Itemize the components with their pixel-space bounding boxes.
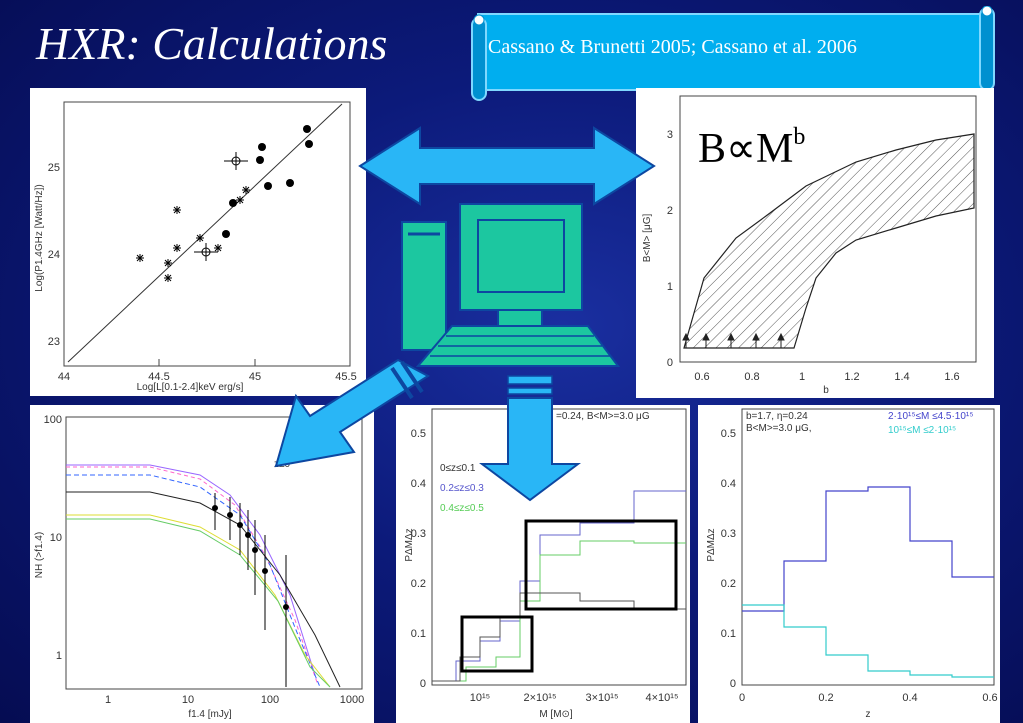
pm-ytick-1: 0.1 [411, 628, 426, 640]
bfield-xtick-4: 1.4 [894, 371, 909, 383]
bfield-lower-limit-arrows [682, 332, 785, 348]
bfield-xtick-0: 0.6 [694, 371, 709, 383]
counts-curve-pink [66, 466, 319, 686]
lx-p14-ytick-2: 25 [48, 162, 60, 174]
pz-header-2: B<M>=3.0 μG, [746, 423, 812, 434]
slide-title: HXR: Calculations [36, 18, 388, 69]
pz-xtick-1: 0.2 [818, 692, 833, 704]
lx-p14-star-points [136, 186, 250, 282]
lx-p14-xtick-3: 45.5 [335, 371, 356, 383]
lx-p14-correlation-plot: 44 44.5 45 45.5 23 24 25 Log[L[0.1-2.4]k… [30, 88, 366, 396]
pz-ylabel: PΔMΔz [706, 528, 717, 561]
pm-xlabel: M [M⊙] [539, 709, 573, 720]
counts-ytick-0: 1 [56, 650, 62, 662]
pm-ytick-2: 0.2 [411, 578, 426, 590]
lx-p14-xtick-0: 44 [58, 371, 70, 383]
counts-data-points [212, 493, 289, 687]
bfield-xtick-3: 1.2 [844, 371, 859, 383]
pz-xtick-3: 0.6 [982, 692, 997, 704]
citation-scroll-banner [471, 6, 995, 101]
citation-text: Cassano & Brunetti 2005; Cassano et al. … [488, 36, 857, 58]
lx-p14-xtick-1: 44.5 [148, 371, 169, 383]
pm-step-green [432, 540, 686, 682]
source-counts-plot: 1 10 100 1 10 100 1000 f1.4 [mJy] NH (>f… [30, 405, 374, 723]
pm-xtick-1: 2×10¹⁵ [524, 692, 557, 704]
pz-ytick-2: 0.2 [721, 578, 736, 590]
pm-ytick-5: 0.5 [411, 428, 426, 440]
counts-curve-yellow [66, 514, 331, 688]
pz-step-cyan [742, 604, 994, 678]
pm-step-black [432, 592, 686, 682]
counts-ylabel: NH (>f1.4) [34, 532, 45, 578]
pm-legend-1: 0.2≤z≤0.3 [440, 483, 484, 494]
pz-ytick-0: 0 [730, 678, 736, 690]
pm-xtick-3: 4×10¹⁵ [646, 692, 679, 704]
b-field-vs-b-plot: 0 1 2 3 0.6 0.8 1 1.2 1.4 1.6 b B<M> [μG… [636, 88, 994, 398]
pm-highlight-box-large [524, 519, 678, 611]
pm-header: =0.24, B<M>=3.0 μG [556, 411, 650, 422]
pz-ytick-5: 0.5 [721, 428, 736, 440]
bfield-ylabel: B<M> [μG] [642, 214, 653, 263]
bfield-ytick-0: 0 [667, 357, 673, 369]
double-arrow [358, 126, 656, 206]
counts-curve-blue-dashed [66, 474, 321, 688]
bfield-xlabel: b [823, 385, 829, 396]
counts-ytick-2: 100 [44, 414, 62, 426]
pm-legend-0: 0≤z≤0.1 [440, 463, 476, 474]
pz-xtick-2: 0.4 [902, 692, 917, 704]
lx-p14-open-points [194, 152, 248, 261]
lx-p14-ytick-0: 23 [48, 336, 60, 348]
pz-legend-1: 10¹⁵≤M ≤2·10¹⁵ [888, 425, 956, 436]
lx-p14-ytick-1: 24 [48, 249, 60, 261]
lx-p14-xtick-2: 45 [249, 371, 261, 383]
bfield-xtick-2: 1 [799, 371, 805, 383]
counts-ytick-1: 10 [50, 532, 62, 544]
counts-xtick-3: 1000 [340, 694, 364, 706]
bfield-xtick-5: 1.6 [944, 371, 959, 383]
pz-step-blue [742, 486, 994, 612]
pm-legend-2: 0.4≤z≤0.5 [440, 503, 484, 514]
lx-p14-ylabel: Log(P1.4GHz [Watt/Hz]) [34, 184, 45, 291]
pz-ytick-3: 0.3 [721, 528, 736, 540]
counts-xtick-2: 100 [261, 694, 279, 706]
bfield-ytick-1: 1 [667, 281, 673, 293]
probability-vs-redshift-plot: b=1.7, η=0.24 B<M>=3.0 μG, 2·10¹⁵≤M ≤4.5… [698, 405, 1000, 723]
pm-highlight-box-small [460, 615, 534, 673]
counts-xtick-1: 10 [182, 694, 194, 706]
pz-ytick-1: 0.1 [721, 628, 736, 640]
pz-xtick-0: 0 [739, 692, 745, 704]
pz-xlabel: z [866, 709, 871, 720]
pm-ytick-3: 0.3 [411, 528, 426, 540]
computer-icon [401, 203, 620, 367]
counts-xlabel: f1.4 [mJy] [188, 709, 232, 720]
b-m-relation-label: B∝Mb [698, 112, 805, 174]
counts-xtick-0: 1 [105, 694, 111, 706]
pm-xtick-0: 10¹⁵ [470, 692, 490, 704]
bfield-ytick-2: 2 [667, 205, 673, 217]
pz-header-1: b=1.7, η=0.24 [746, 411, 808, 422]
lx-p14-fit-line [67, 103, 343, 363]
bfield-xtick-1: 0.8 [744, 371, 759, 383]
counts-curve-black [66, 491, 341, 688]
counts-curve-violet [66, 464, 316, 676]
probability-vs-mass-plot: =0.24, B<M>=3.0 μG 0 0.1 0.2 0.3 0.4 0.5… [396, 405, 690, 723]
bfield-ytick-3: 3 [667, 129, 673, 141]
pm-ylabel: PΔMΔz [404, 528, 415, 561]
b-m-relation-exponent: b [793, 124, 806, 150]
bfield-hatched-region [683, 133, 975, 349]
pz-ytick-4: 0.4 [721, 478, 736, 490]
pm-xtick-2: 3×10¹⁵ [586, 692, 619, 704]
counts-annotation: z≤0 [274, 459, 290, 470]
lx-p14-xlabel: Log[L[0.1-2.4]keV erg/s] [137, 382, 244, 393]
pz-legend-0: 2·10¹⁵≤M ≤4.5·10¹⁵ [888, 411, 973, 422]
b-m-relation-base: B∝M [698, 126, 794, 172]
counts-curve-green [66, 518, 331, 688]
lx-p14-filled-points [222, 125, 313, 238]
lx-p14-x-ticks [63, 359, 351, 366]
pm-ytick-4: 0.4 [411, 478, 426, 490]
pm-ytick-0: 0 [420, 678, 426, 690]
